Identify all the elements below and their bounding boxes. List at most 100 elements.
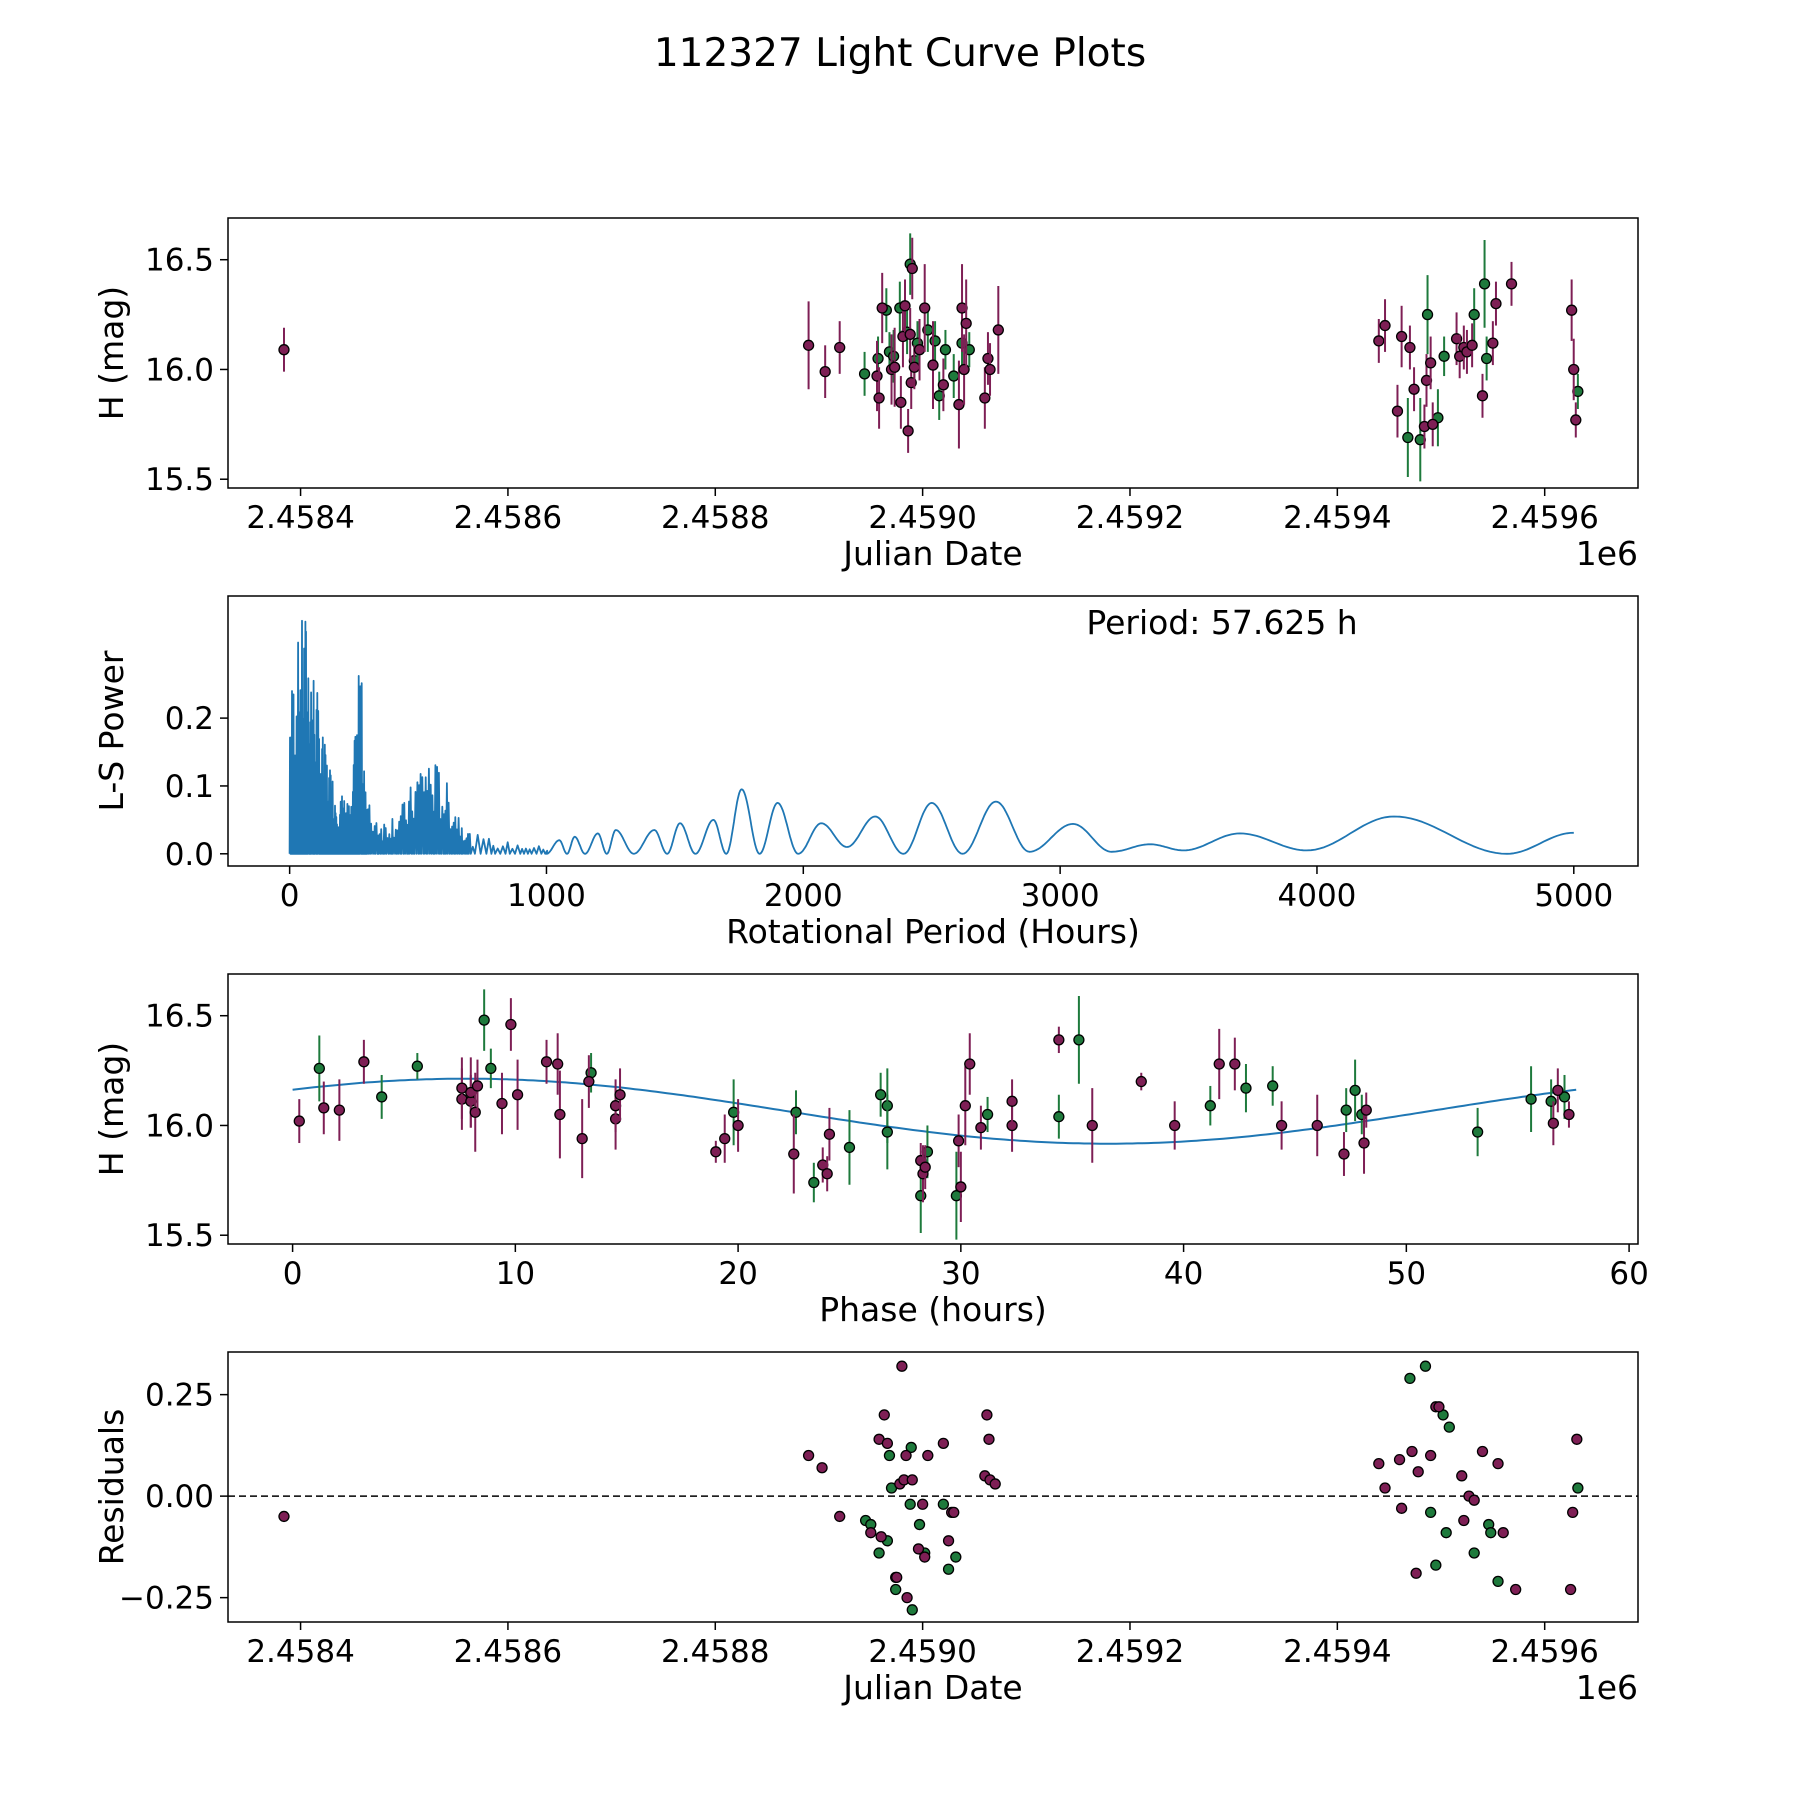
period-annotation: Period: 57.625 h xyxy=(1086,603,1357,642)
data-point-magenta xyxy=(959,1100,971,1112)
x-tick-label: 30 xyxy=(941,1256,980,1292)
x-tick-label: 2.4594 xyxy=(1283,500,1391,536)
data-point-magenta xyxy=(1571,1433,1583,1445)
data-point-green xyxy=(376,1091,388,1103)
data-point-green xyxy=(1240,1082,1252,1094)
data-point-magenta xyxy=(456,1082,468,1094)
data-point-magenta xyxy=(900,1449,912,1462)
data-point-green xyxy=(1402,431,1414,444)
data-point-magenta xyxy=(912,1543,925,1555)
data-point-green xyxy=(485,1062,497,1075)
data-point-magenta xyxy=(948,1506,960,1519)
data-point-magenta xyxy=(1338,1148,1350,1160)
data-point-magenta xyxy=(710,1146,722,1158)
data-point-magenta xyxy=(552,1058,564,1070)
data-point-magenta xyxy=(802,1449,815,1462)
plot-area xyxy=(278,233,1584,482)
data-point-magenta xyxy=(1458,1514,1470,1527)
data-point-magenta xyxy=(955,1181,967,1193)
data-point-magenta xyxy=(937,1437,950,1450)
periodogram-line xyxy=(288,619,1574,855)
data-point-green xyxy=(1438,350,1450,362)
data-point-green xyxy=(942,1563,955,1575)
data-point-magenta xyxy=(916,1498,929,1510)
data-point-green xyxy=(313,1062,325,1075)
x-offset-label: 1e6 xyxy=(1576,534,1638,573)
data-point-magenta xyxy=(576,1132,588,1145)
data-point-magenta xyxy=(1379,319,1391,332)
y-tick-label: 16.0 xyxy=(145,1108,214,1144)
data-point-magenta xyxy=(293,1115,305,1127)
data-point-magenta xyxy=(1311,1119,1323,1132)
x-tick-label: 2.4590 xyxy=(868,1634,976,1670)
data-point-green xyxy=(872,352,884,365)
data-point-magenta xyxy=(1564,1583,1577,1596)
data-point-magenta xyxy=(788,1148,800,1160)
data-point-magenta xyxy=(1466,339,1478,351)
data-point-magenta xyxy=(1427,418,1439,430)
data-point-magenta xyxy=(1404,341,1416,354)
data-point-magenta xyxy=(902,425,914,437)
data-point-green xyxy=(808,1176,820,1189)
data-point-magenta xyxy=(895,396,907,409)
data-point-magenta xyxy=(1229,1058,1241,1070)
data-point-green xyxy=(948,370,960,382)
data-point-magenta xyxy=(1476,1445,1489,1458)
data-point-magenta xyxy=(865,1527,877,1539)
y-tick-label: 15.5 xyxy=(145,462,214,498)
y-tick-label: 16.0 xyxy=(145,352,214,388)
data-point-green xyxy=(1430,1559,1442,1571)
x-tick-label: 2.4588 xyxy=(661,1634,769,1670)
x-tick-label: 40 xyxy=(1164,1256,1203,1292)
data-point-green xyxy=(1525,1093,1537,1105)
data-point-magenta xyxy=(1408,383,1420,395)
x-tick-label: 2.4584 xyxy=(246,500,354,536)
data-point-magenta xyxy=(919,302,931,314)
plot-frame xyxy=(227,1351,1639,1623)
data-point-green xyxy=(913,1518,926,1531)
data-point-magenta xyxy=(913,344,926,356)
data-point-magenta xyxy=(511,1089,524,1101)
y-axis-label: Residuals xyxy=(92,1409,131,1566)
data-point-magenta xyxy=(908,361,920,373)
data-point-magenta xyxy=(953,398,965,411)
x-axis-label: Julian Date xyxy=(841,1668,1023,1707)
data-point-green xyxy=(1349,1084,1361,1096)
x-tick-label: 0 xyxy=(280,878,300,914)
x-axis-label: Rotational Period (Hours) xyxy=(726,912,1140,951)
x-tick-label: 2.4596 xyxy=(1490,500,1598,536)
data-point-magenta xyxy=(1373,335,1385,347)
data-point-magenta xyxy=(984,363,996,376)
data-point-magenta xyxy=(540,1056,553,1068)
data-point-green xyxy=(1443,1421,1455,1433)
x-axis-label: Phase (hours) xyxy=(819,1290,1047,1329)
data-point-green xyxy=(905,1441,917,1454)
plot-frame xyxy=(227,595,1639,867)
data-point-magenta xyxy=(981,1409,993,1421)
data-point-green xyxy=(1440,1527,1452,1539)
data-point-magenta xyxy=(1490,297,1502,310)
x-tick-label: 50 xyxy=(1387,1256,1426,1292)
data-point-magenta xyxy=(1379,1482,1391,1494)
data-point-magenta xyxy=(802,339,815,351)
data-point-green xyxy=(890,1583,902,1596)
data-point-magenta xyxy=(960,317,972,330)
x-tick-label: 2.4586 xyxy=(454,1634,562,1670)
x-tick-label: 10 xyxy=(496,1256,535,1292)
data-point-green xyxy=(1545,1095,1557,1107)
x-tick-label: 2.4592 xyxy=(1076,500,1184,536)
data-point-green xyxy=(950,1551,962,1563)
x-tick-label: 2.4584 xyxy=(246,1634,354,1670)
data-point-green xyxy=(915,1190,927,1202)
x-tick-label: 2.4590 xyxy=(868,500,976,536)
y-axis-label: H (mag) xyxy=(92,286,131,420)
data-point-green xyxy=(1485,1527,1497,1539)
data-point-magenta xyxy=(1568,363,1580,376)
data-point-magenta xyxy=(891,1571,903,1583)
phase-folded-panel: 0 10 20 30 40 50 60 15.5 16.0 16.5 Phase (hours) H … xyxy=(92,973,1649,1329)
y-tick-label: −0.25 xyxy=(119,1581,214,1617)
data-point-magenta xyxy=(958,363,970,376)
x-tick-label: 2.4586 xyxy=(454,500,562,536)
data-point-green xyxy=(843,1141,856,1154)
data-point-magenta xyxy=(1570,414,1582,426)
